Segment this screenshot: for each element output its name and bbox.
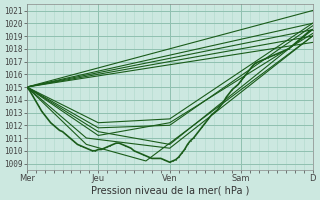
X-axis label: Pression niveau de la mer( hPa ): Pression niveau de la mer( hPa ) — [91, 186, 249, 196]
